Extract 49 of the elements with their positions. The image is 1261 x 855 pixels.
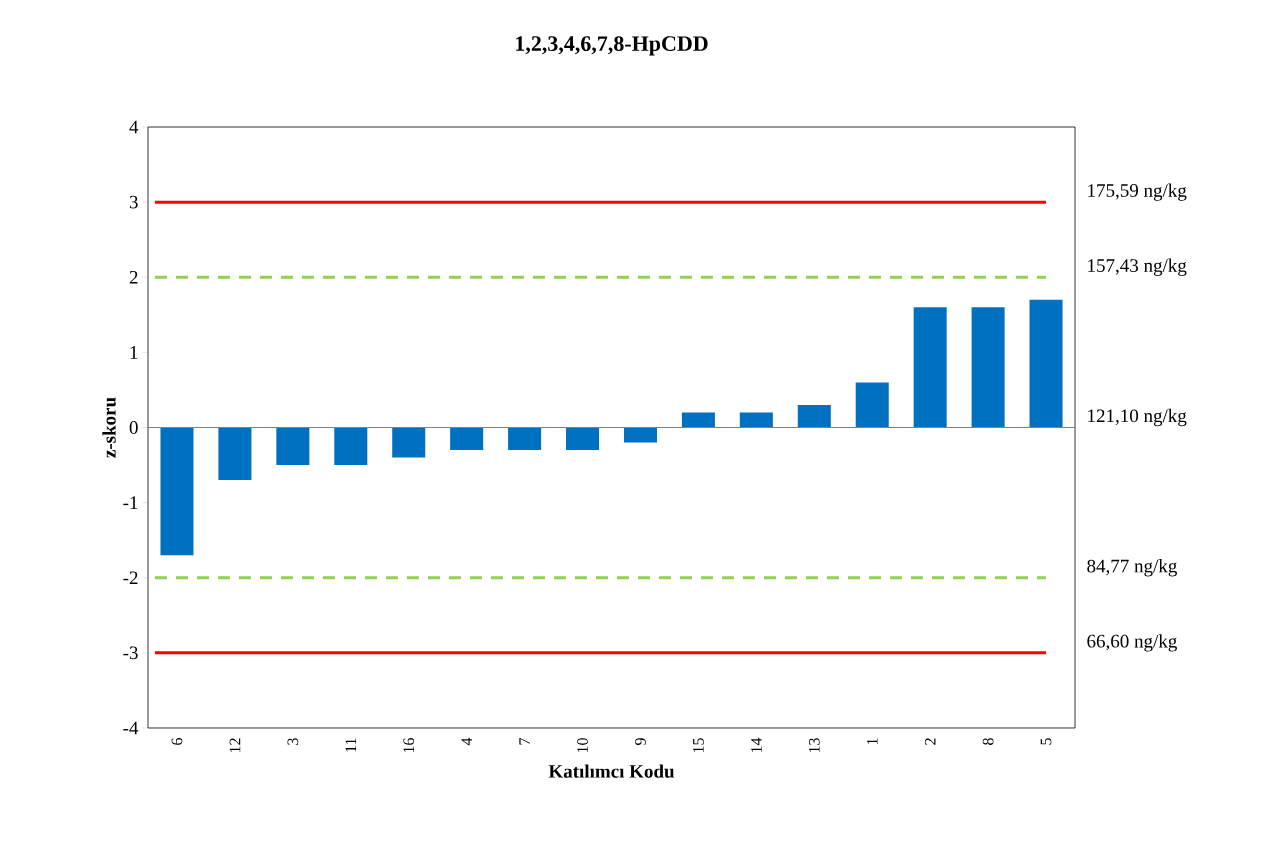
y-tick-label: 4 bbox=[129, 120, 139, 134]
y-tick-label: -1 bbox=[123, 496, 138, 509]
bar bbox=[855, 382, 889, 428]
x-tick-label: 2 bbox=[924, 738, 936, 745]
x-tick-label: 16 bbox=[403, 738, 415, 753]
bar bbox=[1029, 299, 1063, 428]
ref-line-label: 157,43 ng/kg bbox=[1088, 258, 1187, 276]
y-tick-label: 2 bbox=[129, 270, 138, 284]
y-tick-label: -2 bbox=[123, 571, 138, 585]
ref-line-label: 121,10 ng/kg bbox=[1088, 408, 1187, 427]
bar bbox=[623, 427, 657, 443]
x-tick-label: 9 bbox=[635, 738, 646, 746]
chart-title: 1,2,3,4,6,7,8-HpCDD bbox=[516, 36, 708, 56]
x-tick-label: 13 bbox=[808, 738, 820, 753]
x-tick-label: 1 bbox=[866, 738, 878, 745]
x-tick-label: 4 bbox=[461, 737, 472, 746]
bar bbox=[508, 427, 542, 451]
y-axis-title: z-skoru bbox=[102, 397, 116, 458]
y-tick-label: 0 bbox=[129, 421, 138, 434]
bar bbox=[797, 404, 831, 428]
x-tick-label: 3 bbox=[287, 738, 299, 745]
x-axis-title: Katılımcı Kodu bbox=[548, 764, 675, 778]
x-tick-label: 15 bbox=[693, 738, 704, 753]
bar bbox=[334, 427, 368, 466]
bar bbox=[392, 427, 426, 458]
y-tick-label: 1 bbox=[130, 346, 138, 359]
y-tick-label: 3 bbox=[129, 195, 138, 209]
bar bbox=[971, 307, 1005, 428]
bar bbox=[160, 427, 194, 556]
x-tick-label: 11 bbox=[345, 738, 357, 752]
ref-line-label: 84,77 ng/kg bbox=[1087, 559, 1177, 577]
bar bbox=[276, 427, 310, 466]
x-tick-label: 10 bbox=[577, 738, 588, 753]
y-tick-label: -4 bbox=[123, 721, 139, 735]
y-tick-label: -3 bbox=[123, 646, 138, 660]
bar bbox=[566, 427, 600, 451]
x-tick-label: 5 bbox=[1040, 738, 1052, 745]
x-tick-label: 14 bbox=[751, 737, 762, 753]
x-tick-label: 7 bbox=[519, 737, 530, 745]
x-tick-label: 12 bbox=[229, 738, 241, 753]
x-tick-label: 6 bbox=[171, 738, 183, 745]
x-tick-label: 8 bbox=[982, 738, 994, 745]
bar bbox=[739, 412, 773, 428]
bar bbox=[450, 427, 484, 451]
bar bbox=[218, 427, 252, 481]
ref-line-label: 175,59 ng/kg bbox=[1088, 183, 1187, 201]
bar bbox=[681, 412, 715, 428]
bar bbox=[913, 307, 947, 428]
ref-line-label: 66,60 ng/kg bbox=[1087, 634, 1177, 652]
